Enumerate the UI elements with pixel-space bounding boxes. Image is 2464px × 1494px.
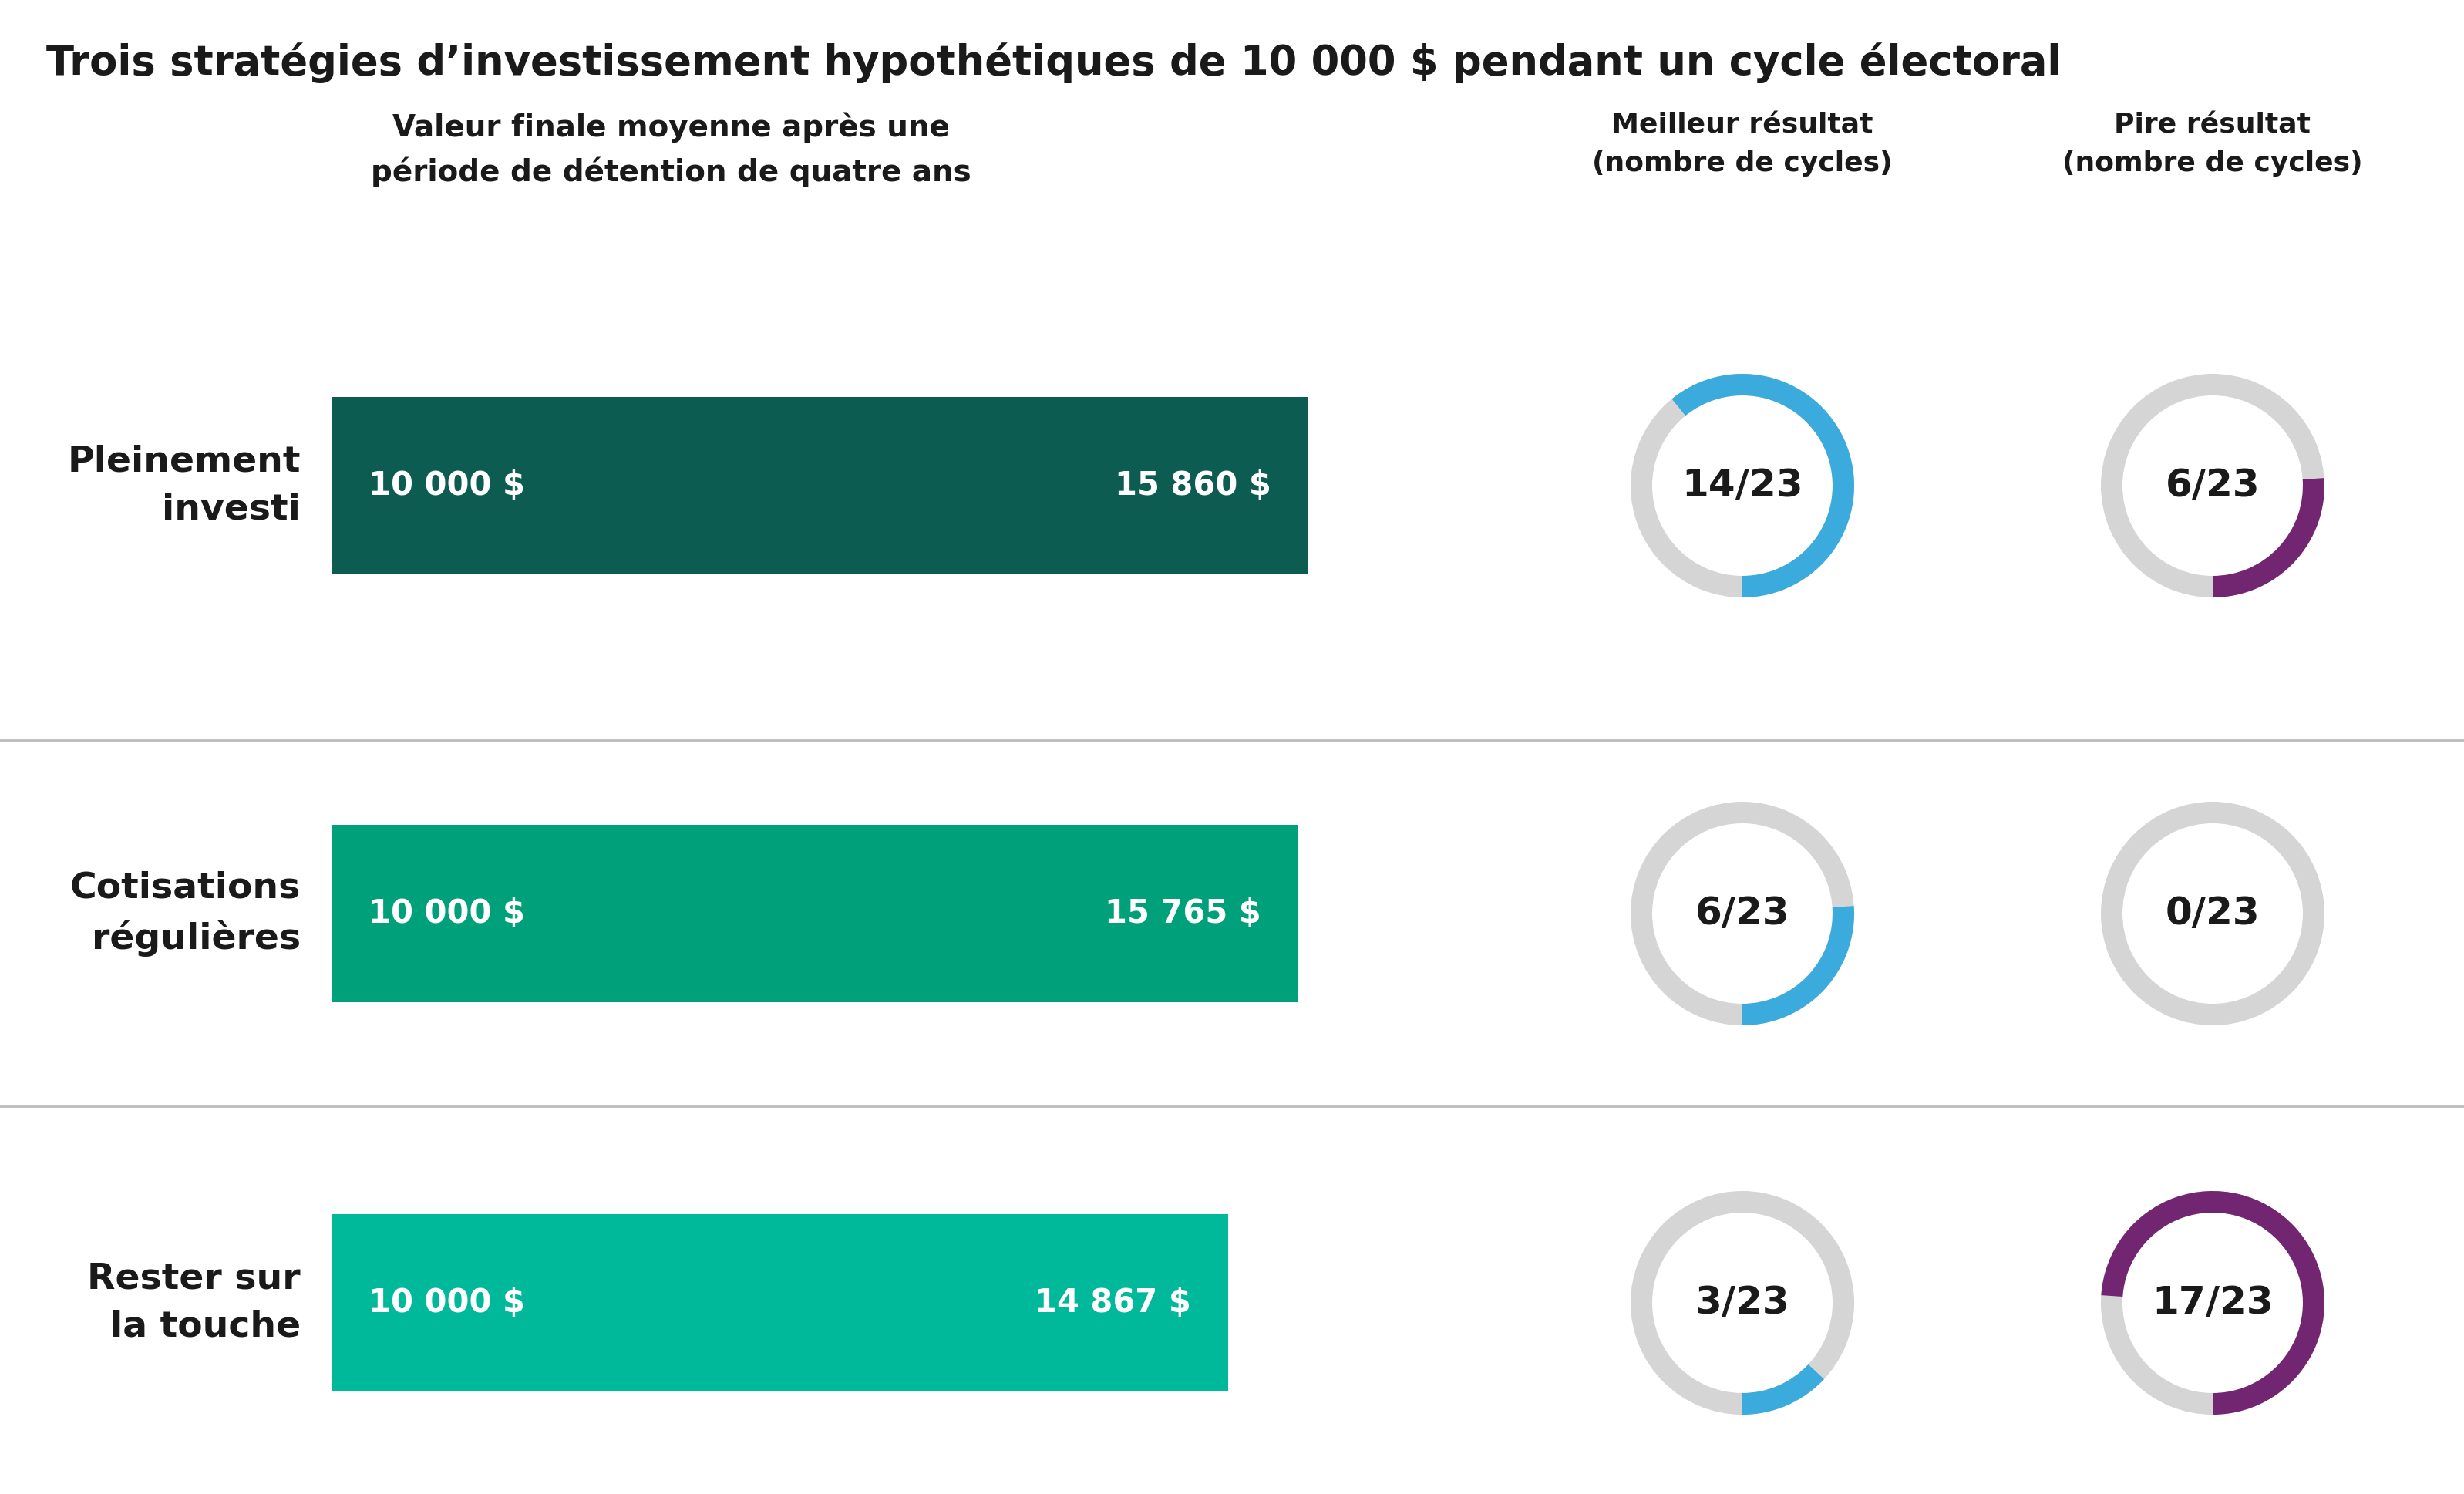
Text: 17/23: 17/23 <box>2151 1285 2274 1321</box>
Wedge shape <box>2102 374 2324 598</box>
Wedge shape <box>2102 1191 2324 1415</box>
Text: 0/23: 0/23 <box>2166 895 2259 932</box>
Text: 14 867 $: 14 867 $ <box>1035 1286 1190 1319</box>
Wedge shape <box>1631 374 1855 598</box>
Bar <box>333 825 1299 1002</box>
Wedge shape <box>1673 374 1855 598</box>
Wedge shape <box>2102 802 2324 1025</box>
Bar <box>333 397 1308 574</box>
Text: 10 000 $: 10 000 $ <box>370 1286 525 1319</box>
Wedge shape <box>1742 905 1855 1025</box>
Text: 10 000 $: 10 000 $ <box>370 898 525 929</box>
Wedge shape <box>1631 1191 1855 1415</box>
Wedge shape <box>1631 802 1855 1025</box>
Text: Rester sur
la touche: Rester sur la touche <box>86 1261 301 1345</box>
Wedge shape <box>2102 1191 2324 1415</box>
Wedge shape <box>2213 478 2324 598</box>
Wedge shape <box>1742 1364 1823 1415</box>
Bar <box>333 1215 1227 1391</box>
Text: Meilleur résultat
(nombre de cycles): Meilleur résultat (nombre de cycles) <box>1592 112 1892 176</box>
Text: 14/23: 14/23 <box>1680 468 1804 503</box>
Text: Pire résultat
(nombre de cycles): Pire résultat (nombre de cycles) <box>2062 112 2363 176</box>
Text: Cotisations
régulières: Cotisations régulières <box>69 871 301 956</box>
Text: 15 765 $: 15 765 $ <box>1104 898 1262 929</box>
Text: 6/23: 6/23 <box>2166 468 2259 503</box>
Text: 6/23: 6/23 <box>1695 895 1789 932</box>
Text: Trois stratégies d’investissement hypothétiques de 10 000 $ pendant un cycle éle: Trois stratégies d’investissement hypoth… <box>47 42 2060 84</box>
Text: 10 000 $: 10 000 $ <box>370 469 525 502</box>
Text: Valeur finale moyenne après une
période de détention de quatre ans: Valeur finale moyenne après une période … <box>370 112 971 187</box>
Text: Pleinement
investi: Pleinement investi <box>67 444 301 527</box>
Text: 15 860 $: 15 860 $ <box>1116 469 1271 502</box>
Text: 3/23: 3/23 <box>1695 1285 1789 1321</box>
